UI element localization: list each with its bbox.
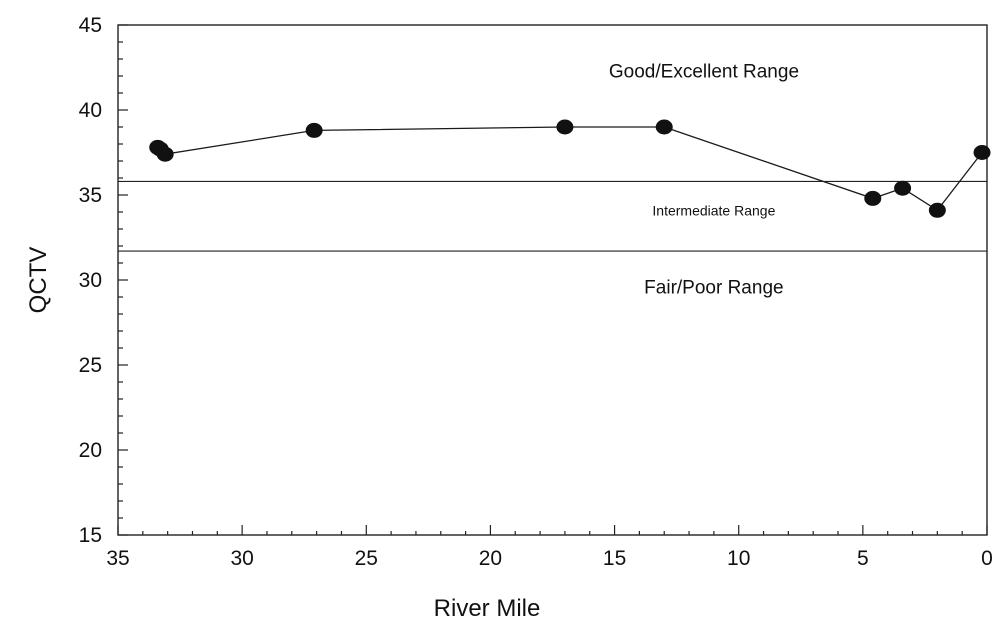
y-tick-label: 25 (79, 354, 102, 377)
data-point (655, 119, 673, 135)
data-point (156, 146, 174, 162)
y-axis-title: QCTV (25, 247, 52, 314)
fair-poor-range-label: Fair/Poor Range (644, 278, 783, 299)
range-annotations: Good/Excellent Range Intermediate Range Fa… (609, 62, 799, 299)
x-tick-label: 15 (603, 547, 626, 570)
data-point (305, 122, 323, 138)
data-point (556, 119, 574, 135)
good-excellent-range-label: Good/Excellent Range (609, 62, 799, 83)
plot-frame (117, 24, 988, 536)
major-ticks (117, 24, 988, 536)
x-tick-label: 5 (857, 547, 869, 570)
y-tick-label: 45 (79, 14, 102, 37)
y-tick-labels: 15 20 25 30 35 40 45 (79, 14, 102, 547)
data-point (973, 145, 991, 160)
y-tick-label: 35 (79, 184, 102, 207)
y-tick-label: 30 (79, 269, 102, 292)
minor-ticks (118, 41, 963, 535)
y-tick-label: 40 (79, 99, 102, 122)
x-tick-labels: 35 30 25 20 15 10 5 0 (106, 547, 993, 570)
data-point (894, 180, 912, 196)
y-tick-label: 20 (79, 439, 102, 462)
x-tick-label: 10 (727, 547, 750, 570)
series-layer (149, 119, 991, 218)
data-point (864, 190, 882, 206)
x-tick-label: 0 (981, 547, 993, 570)
x-tick-label: 20 (479, 547, 502, 570)
x-tick-label: 30 (230, 547, 253, 570)
x-tick-label: 35 (106, 547, 129, 570)
x-tick-label: 25 (355, 547, 378, 570)
series-line (157, 126, 983, 212)
x-axis-title: River Mile (434, 595, 541, 621)
intermediate-range-label: Intermediate Range (652, 202, 775, 218)
data-point (928, 202, 946, 218)
threshold-lines (118, 180, 987, 252)
y-tick-label: 15 (79, 524, 102, 547)
